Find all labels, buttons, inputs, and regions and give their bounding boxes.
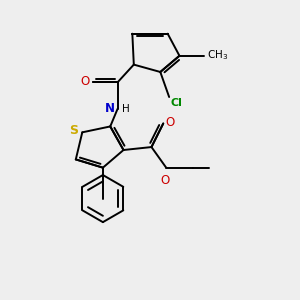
Text: H: H [122,104,130,114]
Text: O: O [161,174,170,187]
Text: S: S [69,124,78,137]
Text: Cl: Cl [171,98,182,109]
Text: CH$_3$: CH$_3$ [207,48,229,62]
Text: O: O [80,75,90,88]
Text: N: N [105,102,115,115]
Text: O: O [166,116,175,128]
